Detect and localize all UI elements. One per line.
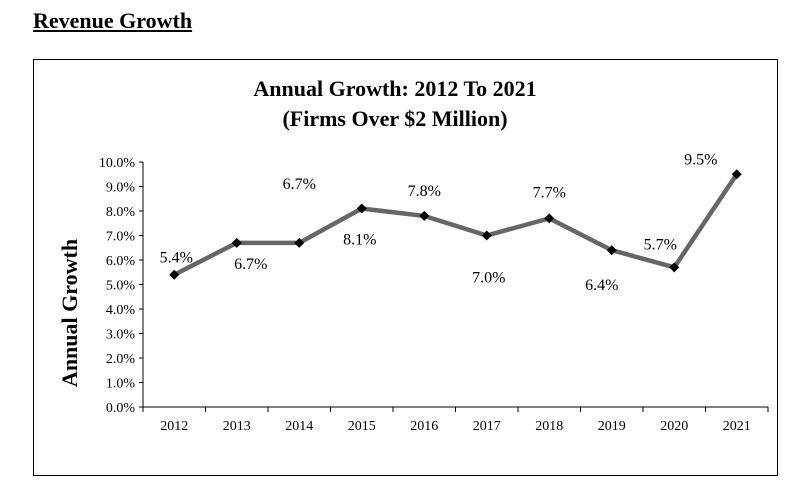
x-tick-label: 2015 <box>348 419 376 434</box>
data-point-marker <box>606 245 617 256</box>
y-tick-label: 6.0% <box>106 254 136 269</box>
data-point-marker <box>294 237 305 248</box>
data-label: 9.5% <box>684 151 717 168</box>
data-point-marker <box>169 269 180 280</box>
series-line <box>173 172 739 277</box>
y-axis-label: Annual Growth <box>57 239 82 387</box>
data-label: 7.8% <box>408 183 441 200</box>
section-heading: Revenue Growth <box>33 8 193 33</box>
data-point-marker <box>419 210 430 221</box>
y-tick-label: 9.0% <box>106 181 136 196</box>
chart-frame <box>33 59 778 476</box>
data-label: 6.7% <box>234 256 267 273</box>
data-label: 6.4% <box>585 277 618 294</box>
x-tick-label: 2017 <box>473 419 501 434</box>
y-tick-label: 5.0% <box>106 279 136 294</box>
data-point-marker <box>231 237 242 248</box>
data-label: 6.7% <box>283 176 316 193</box>
y-tick-label: 3.0% <box>106 328 136 343</box>
x-tick-label: 2012 <box>160 419 188 434</box>
data-label: 5.7% <box>644 236 677 253</box>
data-label: 5.4% <box>160 250 193 267</box>
y-tick-label: 8.0% <box>106 205 136 220</box>
x-tick-label: 2020 <box>660 419 688 434</box>
x-tick-label: 2014 <box>285 419 313 434</box>
data-point-marker <box>731 169 742 180</box>
y-tick-label: 4.0% <box>106 303 136 318</box>
x-tick-label: 2021 <box>723 419 751 434</box>
y-tick-label: 0.0% <box>106 401 136 416</box>
data-point-marker <box>481 230 492 241</box>
y-tick-label: 2.0% <box>106 352 136 367</box>
data-point-marker <box>669 262 680 273</box>
chart-subtitle: (Firms Over $2 Million) <box>282 106 507 131</box>
chart-title: Annual Growth: 2012 To 2021 <box>253 76 536 101</box>
data-label: 7.0% <box>472 270 505 287</box>
data-point-marker <box>544 213 555 224</box>
y-tick-label: 7.0% <box>106 230 136 245</box>
data-label: 7.7% <box>533 184 566 201</box>
y-tick-label: 10.0% <box>99 156 136 171</box>
x-tick-label: 2016 <box>410 419 438 434</box>
data-label: 8.1% <box>343 232 376 249</box>
x-tick-label: 2019 <box>598 419 626 434</box>
data-point-marker <box>356 203 367 214</box>
x-tick-label: 2013 <box>223 419 251 434</box>
x-tick-label: 2018 <box>535 419 563 434</box>
y-tick-label: 1.0% <box>106 377 136 392</box>
